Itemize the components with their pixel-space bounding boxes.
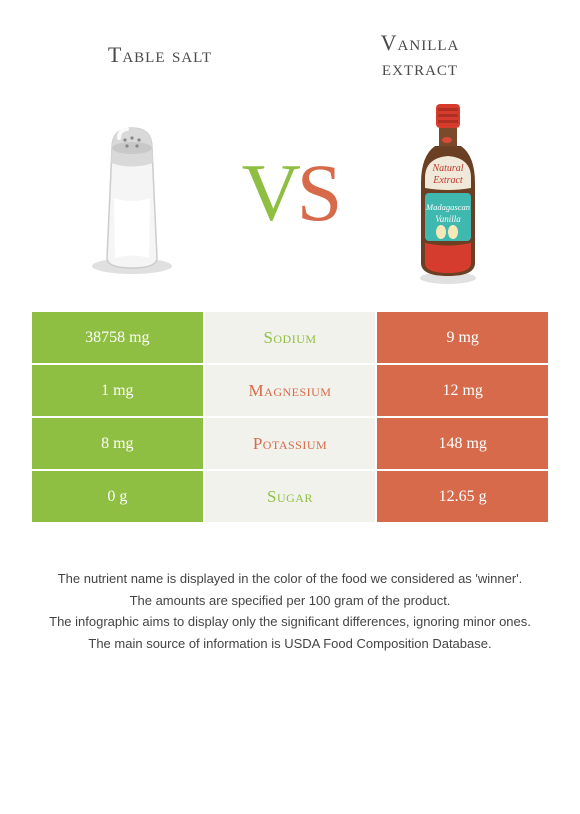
footnotes: The nutrient name is displayed in the co… bbox=[30, 569, 550, 653]
comparison-table: 38758 mgSodium9 mg1 mgMagnesium12 mg8 mg… bbox=[30, 310, 550, 524]
title-right-line2: extract bbox=[290, 55, 550, 80]
table-row: 8 mgPotassium148 mg bbox=[31, 417, 549, 470]
salt-shaker-icon bbox=[77, 108, 187, 278]
nutrient-label: Sodium bbox=[204, 311, 377, 364]
vanilla-bottle-icon: Natural Extract Madagascan Vanilla bbox=[403, 98, 493, 288]
vs-s: S bbox=[297, 147, 339, 238]
value-right: 12 mg bbox=[376, 364, 549, 417]
product-image-right: Natural Extract Madagascan Vanilla bbox=[373, 98, 523, 288]
title-left-text: Table salt bbox=[30, 42, 290, 68]
title-right-line1: Vanilla bbox=[290, 30, 550, 55]
images-row: VS Natural Extract Madagascan Vanilla bbox=[0, 90, 580, 310]
value-left: 0 g bbox=[31, 470, 204, 523]
value-right: 148 mg bbox=[376, 417, 549, 470]
vs-label: VS bbox=[242, 146, 339, 240]
header: Table salt Vanilla extract bbox=[0, 0, 580, 90]
nutrient-label: Potassium bbox=[204, 417, 377, 470]
value-left: 38758 mg bbox=[31, 311, 204, 364]
value-right: 12.65 g bbox=[376, 470, 549, 523]
product-image-left bbox=[57, 108, 207, 278]
svg-text:Madagascan: Madagascan bbox=[425, 202, 470, 212]
value-right: 9 mg bbox=[376, 311, 549, 364]
title-right: Vanilla extract bbox=[290, 20, 550, 90]
footnote-line: The nutrient name is displayed in the co… bbox=[30, 569, 550, 589]
svg-text:Extract: Extract bbox=[432, 175, 463, 186]
nutrient-label: Sugar bbox=[204, 470, 377, 523]
footnote-line: The main source of information is USDA F… bbox=[30, 634, 550, 654]
table-row: 1 mgMagnesium12 mg bbox=[31, 364, 549, 417]
svg-text:Natural: Natural bbox=[431, 163, 463, 174]
footnote-line: The infographic aims to display only the… bbox=[30, 612, 550, 632]
footnote-line: The amounts are specified per 100 gram o… bbox=[30, 591, 550, 611]
vs-v: V bbox=[242, 147, 297, 238]
title-left: Table salt bbox=[30, 20, 290, 90]
nutrient-label: Magnesium bbox=[204, 364, 377, 417]
table-row: 38758 mgSodium9 mg bbox=[31, 311, 549, 364]
value-left: 8 mg bbox=[31, 417, 204, 470]
value-left: 1 mg bbox=[31, 364, 204, 417]
table-row: 0 gSugar12.65 g bbox=[31, 470, 549, 523]
svg-text:Vanilla: Vanilla bbox=[435, 214, 461, 224]
